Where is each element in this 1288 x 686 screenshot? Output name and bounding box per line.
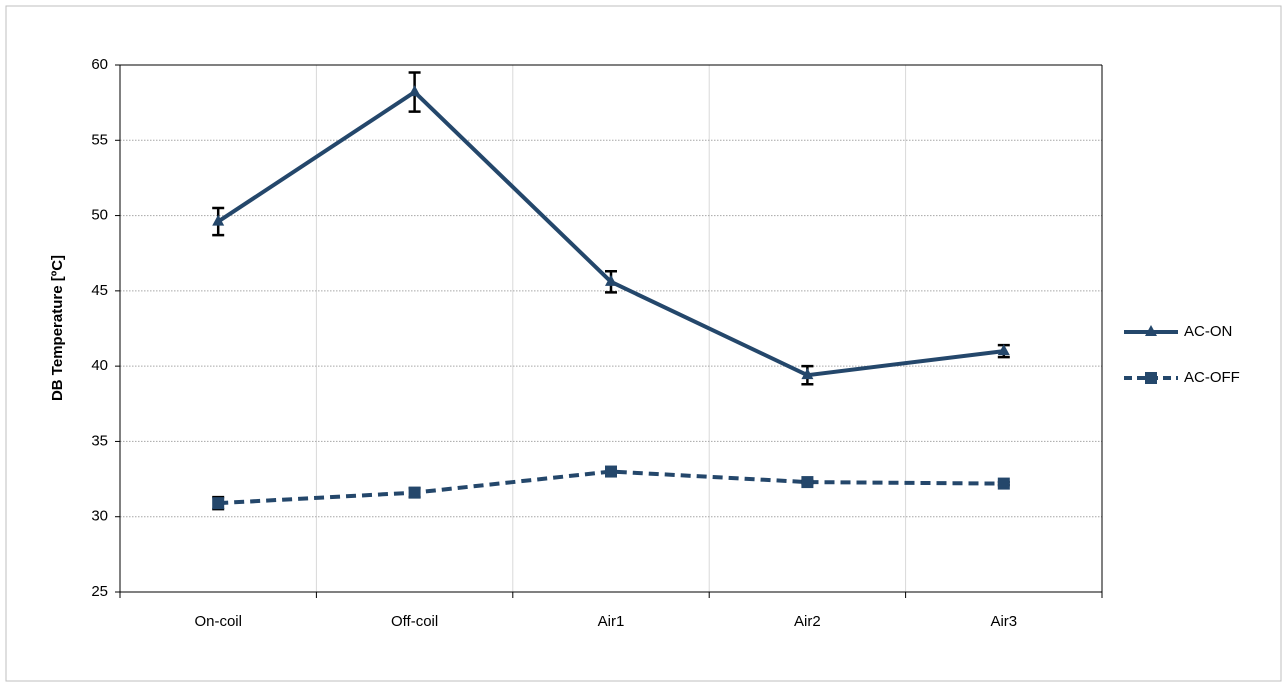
y-tick-label: 55	[91, 131, 108, 148]
legend-label: AC-ON	[1184, 323, 1232, 340]
data-point	[997, 344, 1010, 356]
x-tick-label: On-coil	[194, 613, 242, 630]
x-tick-label: Air3	[990, 613, 1017, 630]
x-tick-label: Off-coil	[391, 613, 438, 630]
y-tick-label: 35	[91, 432, 108, 449]
data-point	[408, 85, 421, 97]
data-point	[801, 476, 814, 489]
data-point	[997, 477, 1010, 490]
y-tick-label: 60	[91, 56, 108, 73]
y-axis-label: DB Temperature [ºC]	[49, 255, 66, 401]
legend-label: AC-OFF	[1184, 369, 1240, 386]
x-tick-label: Air2	[794, 613, 821, 630]
y-tick-label: 30	[91, 508, 108, 525]
y-tick-label: 50	[91, 207, 108, 224]
legend-marker	[1145, 372, 1157, 384]
chart-frame	[5, 5, 1282, 682]
y-tick-label: 25	[91, 583, 108, 600]
data-point	[801, 368, 814, 380]
data-point	[212, 497, 225, 510]
data-point	[605, 465, 617, 478]
series-line	[218, 469, 1004, 506]
legend-marker	[1145, 325, 1157, 336]
data-point	[408, 486, 421, 499]
y-tick-label: 40	[91, 357, 108, 374]
data-point	[212, 214, 225, 226]
y-tick-label: 45	[91, 282, 108, 299]
data-point	[605, 274, 617, 286]
x-tick-label: Air1	[598, 613, 625, 630]
